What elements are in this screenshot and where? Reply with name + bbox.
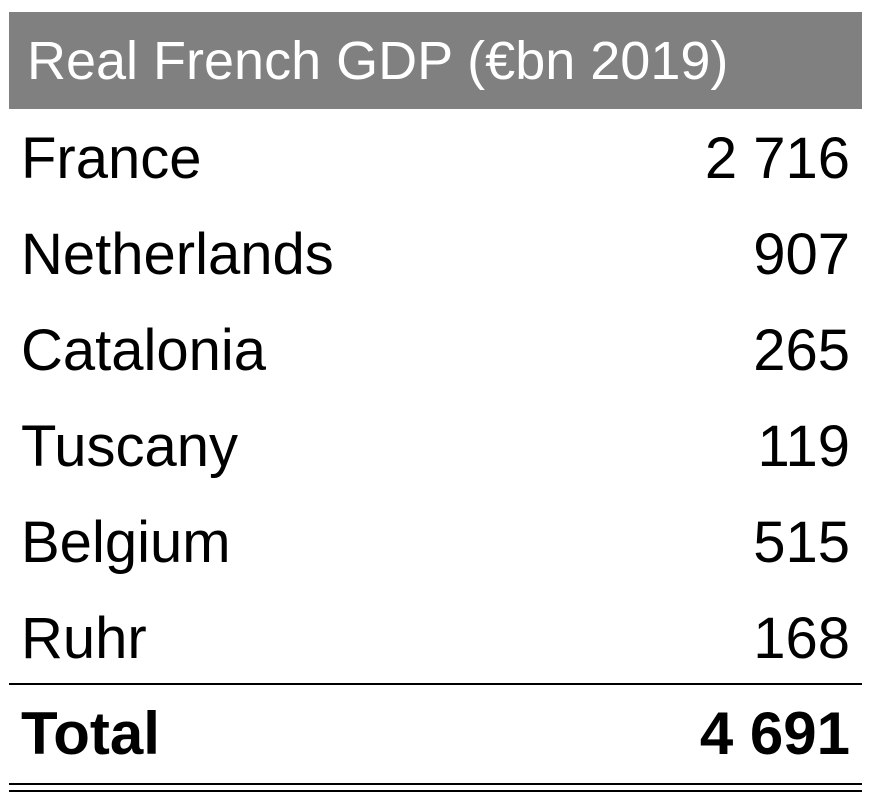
gdp-table: Real French GDP (€bn 2019) France 2 716 … (9, 12, 862, 792)
row-value: 119 (757, 414, 850, 479)
table-row: Ruhr 168 (9, 591, 862, 687)
row-label: Catalonia (21, 318, 267, 383)
table-row: Catalonia 265 (9, 303, 862, 399)
total-divider (9, 683, 862, 685)
table-row: France 2 716 (9, 111, 862, 207)
table-title: Real French GDP (€bn 2019) (9, 12, 862, 109)
double-underline (9, 783, 862, 792)
table-title-text: Real French GDP (€bn 2019) (27, 30, 729, 91)
total-row: Total 4 691 (9, 685, 862, 783)
table-row: Tuscany 119 (9, 399, 862, 495)
row-value: 265 (753, 318, 850, 383)
table-body: France 2 716 Netherlands 907 Catalonia 2… (9, 111, 862, 687)
row-label: Netherlands (21, 222, 334, 287)
row-label: France (21, 126, 202, 191)
row-label: Tuscany (21, 414, 239, 479)
row-value: 168 (753, 606, 850, 671)
total-label: Total (21, 700, 160, 767)
table-row: Netherlands 907 (9, 207, 862, 303)
row-label: Belgium (21, 510, 231, 575)
row-value: 515 (753, 510, 850, 575)
total-value: 4 691 (699, 700, 850, 767)
row-value: 907 (753, 222, 850, 287)
table-row: Belgium 515 (9, 495, 862, 591)
row-value: 2 716 (704, 126, 850, 191)
row-label: Ruhr (21, 606, 147, 671)
